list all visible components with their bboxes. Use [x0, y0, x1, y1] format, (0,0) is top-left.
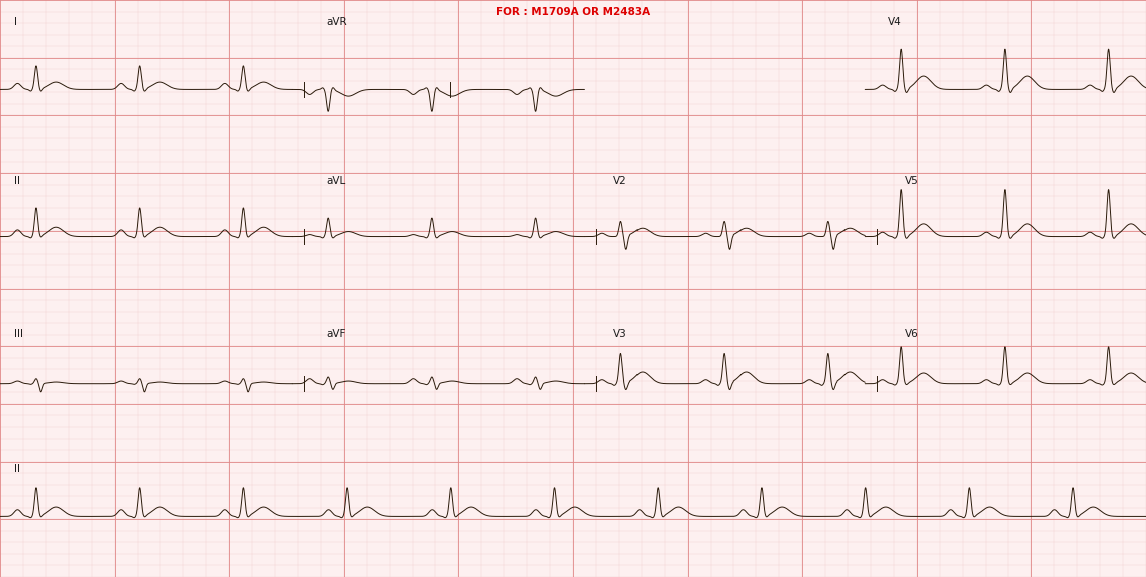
Text: aVF: aVF: [327, 329, 346, 339]
Text: V6: V6: [905, 329, 919, 339]
Text: V3: V3: [613, 329, 627, 339]
Text: I: I: [14, 17, 17, 27]
Text: V2: V2: [613, 176, 627, 186]
Text: V5: V5: [905, 176, 919, 186]
Text: aVL: aVL: [327, 176, 346, 186]
Text: II: II: [14, 176, 19, 186]
Text: FOR : M1709A OR M2483A: FOR : M1709A OR M2483A: [496, 7, 650, 17]
Text: III: III: [14, 329, 23, 339]
Text: V4: V4: [888, 17, 902, 27]
Text: II: II: [14, 464, 19, 474]
Text: aVR: aVR: [327, 17, 347, 27]
